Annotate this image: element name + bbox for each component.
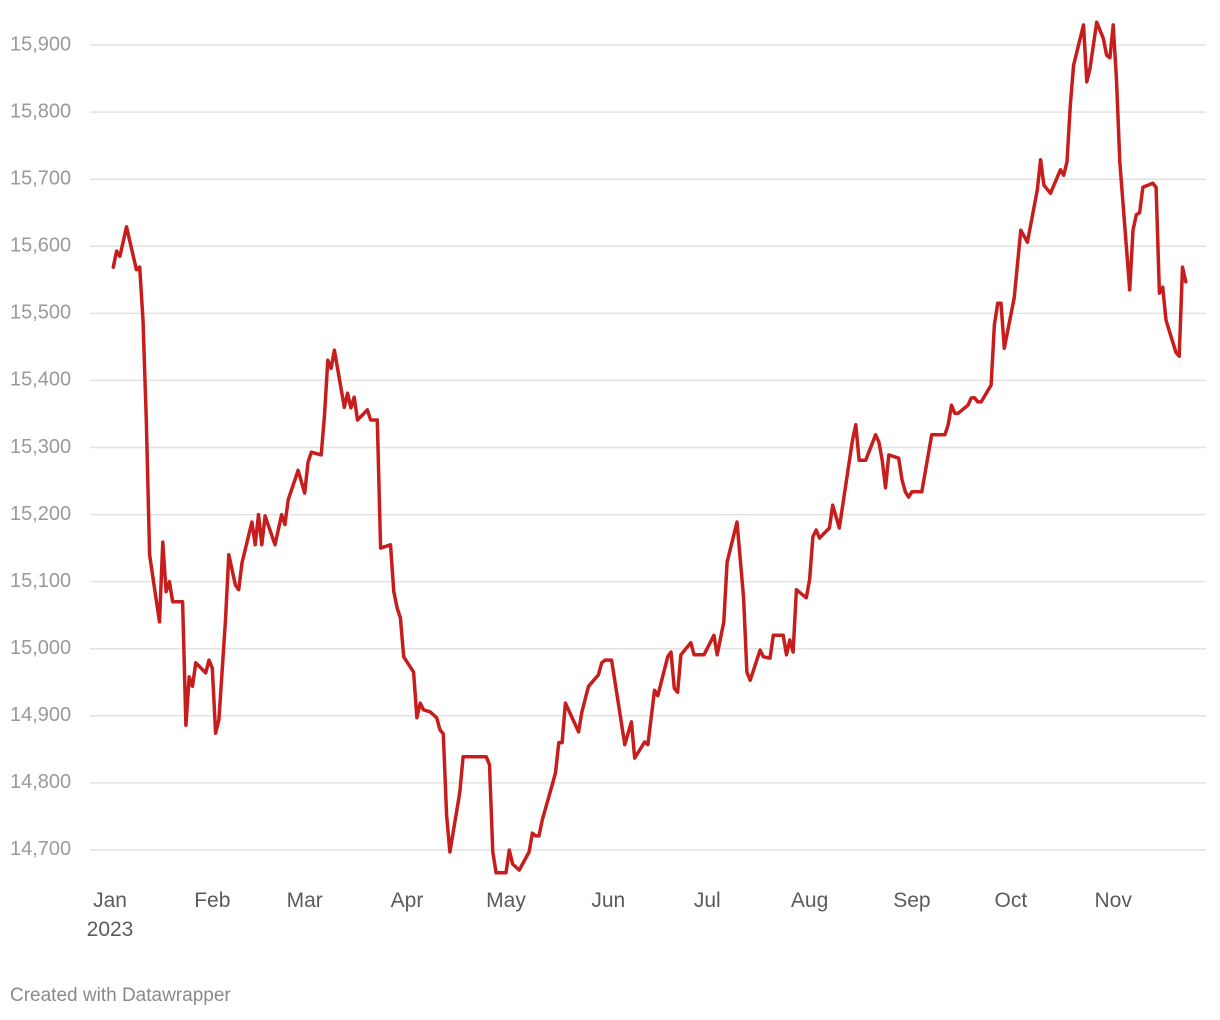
x-tick-label: Feb — [194, 889, 231, 912]
x-tick-label: Nov — [1094, 889, 1132, 912]
x-tick-label: May — [486, 889, 526, 912]
x-tick-label: Jul — [693, 889, 721, 912]
x-tick-label: Jun — [591, 889, 626, 912]
y-tick-label: 15,000 — [10, 637, 71, 659]
y-tick-label: 15,900 — [10, 33, 71, 55]
y-tick-label: 15,100 — [10, 570, 71, 592]
x-tick-label: Sep — [893, 889, 931, 912]
y-tick-label: 15,400 — [10, 369, 71, 391]
y-tick-label: 15,600 — [10, 235, 71, 257]
y-tick-label: 15,700 — [10, 167, 71, 189]
y-tick-label: 15,800 — [10, 100, 71, 122]
data-line — [111, 20, 1188, 875]
x-tick-label: Mar — [286, 889, 323, 912]
y-tick-label: 14,700 — [10, 838, 71, 860]
y-tick-label: 14,900 — [10, 704, 71, 726]
x-tick-label: Apr — [390, 889, 424, 912]
x-tick-label: Aug — [790, 889, 829, 912]
y-tick-label: 15,300 — [10, 436, 71, 458]
y-tick-label: 15,500 — [10, 302, 71, 324]
x-tick-label: Jan 2023 — [86, 889, 134, 941]
x-tick-label: Oct — [994, 889, 1028, 912]
credit: Created with Datawrapper — [10, 985, 231, 1006]
y-tick-label: 14,800 — [10, 771, 71, 793]
y-tick-label: 15,200 — [10, 503, 71, 525]
